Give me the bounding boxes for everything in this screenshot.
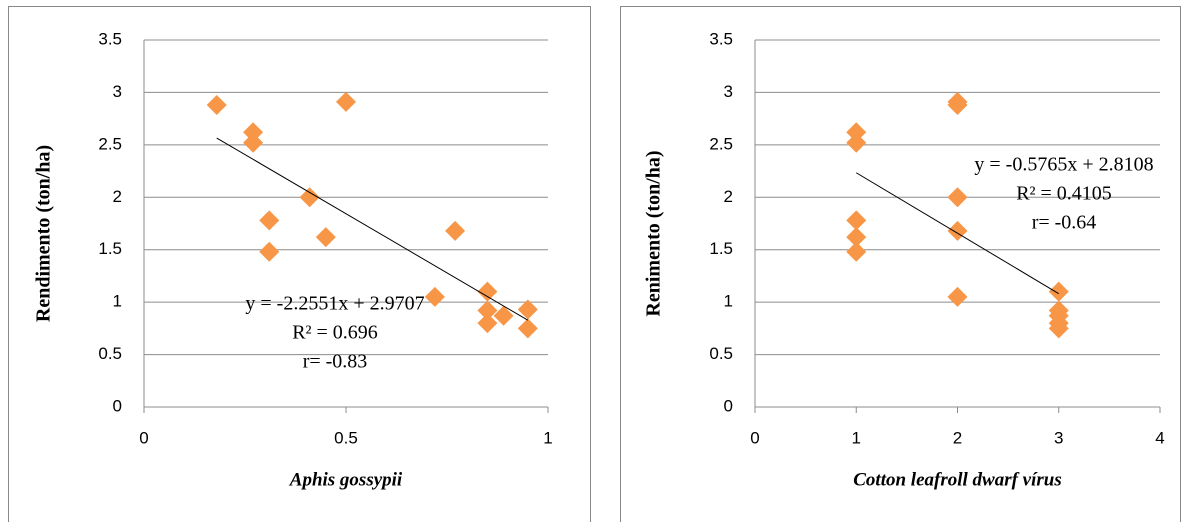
y-tick-label: 2.5 xyxy=(98,134,122,153)
y-tick-label: 1 xyxy=(113,292,122,311)
chart-frame xyxy=(8,6,591,522)
annotation: r= -0.64 xyxy=(1032,212,1097,234)
point xyxy=(299,187,320,208)
trendline xyxy=(855,172,1060,295)
point xyxy=(445,220,466,241)
annotation: y = -0.5765x + 2.8108 xyxy=(974,154,1153,176)
point xyxy=(947,187,968,208)
x-tick-label: 1 xyxy=(852,428,861,447)
x-tick-label: 2 xyxy=(953,428,962,447)
point xyxy=(243,122,264,143)
x-tick-label: 0.5 xyxy=(334,428,358,447)
point xyxy=(243,132,264,153)
point xyxy=(846,122,867,143)
point xyxy=(846,227,867,248)
y-axis-label: Renimento (ton/ha) xyxy=(643,150,665,316)
point xyxy=(517,299,538,320)
x-tick-label: 0 xyxy=(139,428,148,447)
y-tick-label: 1.5 xyxy=(98,239,122,258)
point xyxy=(846,132,867,153)
y-tick-label: 3 xyxy=(113,82,122,101)
point xyxy=(477,313,498,334)
annotation: R² = 0.696 xyxy=(292,322,378,344)
point xyxy=(336,91,356,112)
chart-frame xyxy=(620,6,1181,522)
point xyxy=(846,241,867,262)
y-axis-label: Rendimento (ton/ha) xyxy=(33,145,55,322)
y-tick-label: 1 xyxy=(724,292,733,311)
y-tick-label: 1.5 xyxy=(709,239,733,258)
y-tick-label: 3.5 xyxy=(98,29,122,48)
point xyxy=(1048,318,1069,339)
point xyxy=(947,95,968,116)
y-tick-label: 2 xyxy=(724,187,733,206)
annotation: R² = 0.4105 xyxy=(1016,183,1112,205)
x-tick-label: 3 xyxy=(1054,428,1063,447)
x-tick-label: 1 xyxy=(543,428,552,447)
trendline xyxy=(216,137,529,321)
x-tick-label: 4 xyxy=(1155,428,1164,447)
y-tick-label: 2.5 xyxy=(709,134,733,153)
x-axis-label: Aphis gossypii xyxy=(289,469,403,490)
y-tick-label: 2 xyxy=(113,187,122,206)
point xyxy=(315,227,336,248)
point xyxy=(259,210,280,231)
point xyxy=(259,241,280,262)
y-tick-label: 0 xyxy=(724,396,733,415)
y-tick-label: 0.5 xyxy=(709,344,733,363)
point xyxy=(846,210,867,231)
annotation: y = -2.2551x + 2.9707 xyxy=(245,293,424,315)
x-axis-label: Cotton leafroll dwarf vírus xyxy=(853,469,1062,490)
annotation: r= -0.83 xyxy=(303,351,368,373)
point xyxy=(424,286,445,307)
point xyxy=(206,95,227,116)
point xyxy=(947,286,968,307)
y-tick-label: 0.5 xyxy=(98,344,122,363)
point xyxy=(477,281,498,302)
point xyxy=(1048,281,1069,302)
point xyxy=(517,318,538,339)
y-tick-label: 3.5 xyxy=(709,29,733,48)
y-tick-label: 3 xyxy=(724,82,733,101)
point xyxy=(493,305,514,326)
y-tick-label: 0 xyxy=(113,396,122,415)
point xyxy=(477,300,498,321)
x-tick-label: 0 xyxy=(750,428,759,447)
